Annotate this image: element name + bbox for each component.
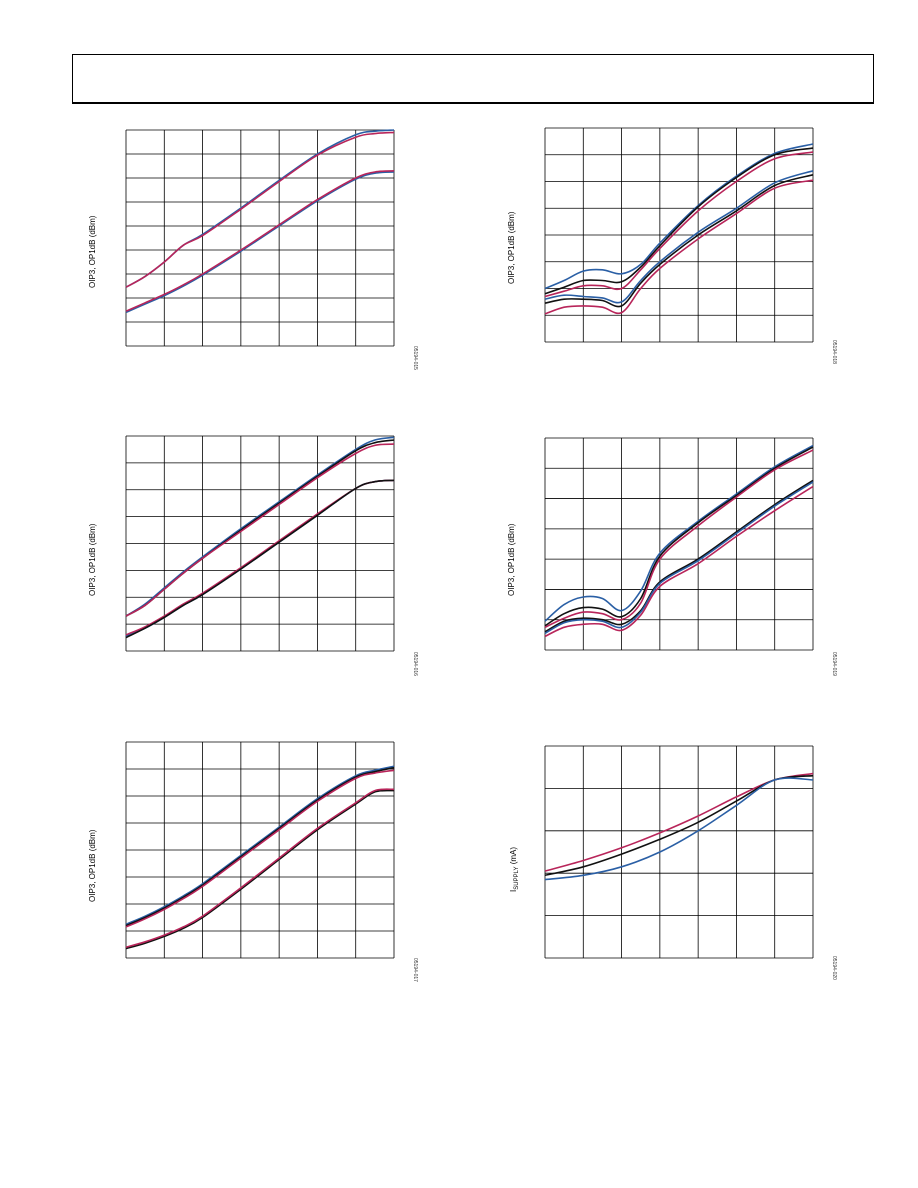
series-line-2 (544, 446, 814, 627)
grid (544, 437, 814, 651)
series-line-2 (125, 766, 395, 927)
series-line-2 (544, 147, 814, 295)
series-line-4 (544, 479, 814, 633)
series-line-5 (125, 479, 395, 636)
chart-plot (125, 741, 395, 959)
series-line-3 (544, 449, 814, 629)
figure-id: 05194-015 (412, 346, 418, 370)
figure-id: 05194-020 (831, 956, 837, 980)
chart-panel-right-2: OIP3, OP1dB (dBm) 05194-019 (505, 436, 845, 676)
series-line-5 (544, 481, 814, 635)
series-line-3 (125, 171, 395, 314)
series-line-6 (544, 485, 814, 638)
series-line-5 (544, 174, 814, 308)
series-line-4 (544, 170, 814, 304)
series-line-4 (125, 789, 395, 950)
chart-plot (544, 745, 814, 959)
figure-id: 05194-017 (412, 958, 418, 982)
series-line-3 (544, 151, 814, 298)
series-line-3 (125, 443, 395, 617)
series-line-4 (125, 170, 395, 312)
series-line-2 (125, 439, 395, 617)
series-line-1 (544, 143, 814, 290)
chart-panel-right-3: ISUPPLY (mA) 05194-020 (505, 744, 845, 980)
chart-plot (125, 129, 395, 347)
grid (125, 741, 395, 959)
chart-plot (544, 437, 814, 651)
series-line-1 (125, 436, 395, 617)
chart-panel-left-2: OIP3, OP1dB (dBm) 05194-016 (86, 435, 426, 676)
chart-panel-left-1: OIP3, OP1dB (dBm) 05194-015 (86, 128, 426, 370)
figure-id: 05194-019 (831, 652, 837, 676)
series-line-2 (125, 131, 395, 288)
series-line-3 (125, 769, 395, 928)
chart-plot (125, 435, 395, 652)
grid (125, 435, 395, 652)
series-line-1 (544, 444, 814, 622)
series-line-4 (125, 479, 395, 637)
chart-panel-right-1: OIP3, OP1dB (dBm) 05194-018 (505, 126, 845, 364)
figure-id: 05194-018 (831, 340, 837, 364)
series-line-5 (125, 788, 395, 948)
chart-panel-left-3: OIP3, OP1dB (dBm) 05194-017 (86, 741, 426, 982)
chart-plot (544, 127, 814, 343)
series-line-1 (125, 129, 395, 288)
series-line-6 (544, 179, 814, 315)
figure-id: 05194-016 (412, 652, 418, 676)
page-header-rule (72, 102, 874, 104)
series-line-1 (125, 765, 395, 926)
page-header-box (72, 54, 874, 103)
grid (125, 129, 395, 347)
series-line-3 (544, 777, 814, 881)
series-line-6 (125, 479, 395, 639)
grid (544, 745, 814, 959)
grid (544, 127, 814, 343)
